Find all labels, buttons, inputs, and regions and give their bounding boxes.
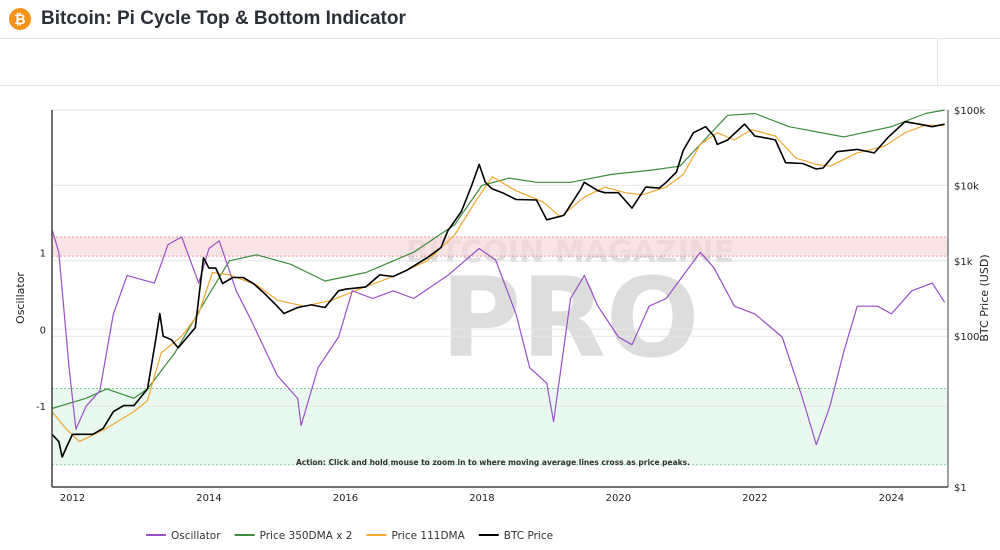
y-left-tick: 1 (40, 248, 46, 259)
y-right-tick: $10k (954, 181, 979, 192)
y-right-tick: $100 (954, 332, 979, 343)
legend-item: BTC Price (504, 530, 553, 542)
legend: Oscillator Price 350DMA x 2 Price 111DMA BT… (146, 530, 553, 542)
toolbar (0, 39, 1000, 86)
x-tick: 2022 (742, 493, 767, 504)
bitcoin-icon: ₿ (9, 8, 31, 30)
y-right-label: BTC Price (USD) (978, 254, 991, 341)
chart-annotation: Action: Click and hold mouse to zoom in … (296, 458, 690, 467)
series-price-350dma-x-2 (51, 109, 945, 410)
x-tick: 2014 (196, 493, 221, 504)
legend-item: Oscillator (171, 530, 221, 542)
watermark: BITCOIN MAGAZINE PRO (406, 235, 734, 382)
series-price-111dma (51, 124, 945, 443)
x-tick: 2012 (60, 493, 85, 504)
legend-item: Price 111DMA (391, 530, 465, 542)
page-header: ₿ Bitcoin: Pi Cycle Top & Bottom Indicat… (0, 0, 1000, 39)
y-left-tick: 0 (40, 325, 46, 336)
y-left-label: Oscillator (14, 272, 27, 324)
legend-item: Price 350DMA x 2 (260, 530, 353, 542)
band-1 (52, 388, 948, 465)
y-right-tick: $100k (954, 106, 985, 117)
page-title: Bitcoin: Pi Cycle Top & Bottom Indicator (41, 8, 406, 29)
toolbar-divider (937, 39, 938, 85)
series-btc-price (51, 120, 945, 458)
series-oscillator (51, 229, 946, 446)
watermark-line2: PRO (441, 254, 700, 382)
y-left-tick: -1 (36, 402, 46, 413)
y-right-tick: $1 (954, 483, 967, 494)
band-0 (52, 236, 948, 257)
y-right-tick: $1k (954, 257, 973, 268)
x-tick: 2016 (333, 493, 358, 504)
x-tick: 2020 (606, 493, 631, 504)
x-tick: 2018 (469, 493, 494, 504)
x-tick: 2024 (879, 493, 904, 504)
